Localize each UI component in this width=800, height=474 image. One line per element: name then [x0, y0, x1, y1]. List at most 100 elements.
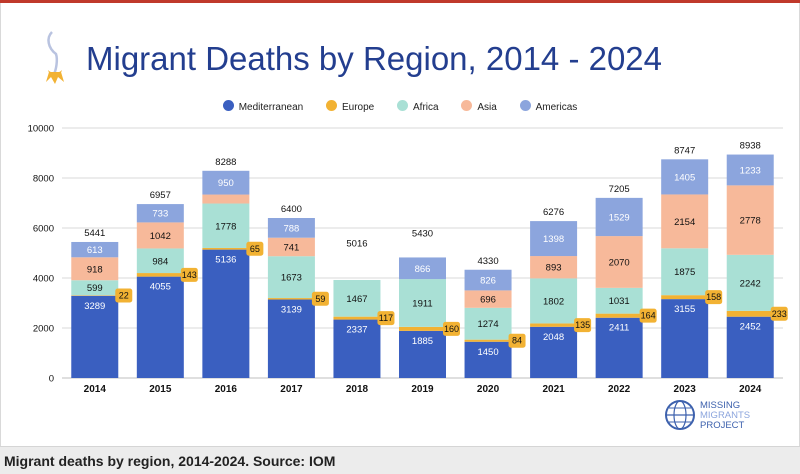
data-label-africa: 1911 — [412, 298, 432, 309]
bar-segment-mediterranean-2014 — [71, 295, 119, 378]
bar-segment-europe-2016 — [202, 247, 250, 250]
y-tick-label: 0 — [49, 374, 54, 385]
data-label-africa: 1031 — [609, 296, 630, 307]
data-label-box-europe — [246, 241, 264, 256]
data-label-asia: 2154 — [674, 217, 695, 228]
x-tick-label: 2023 — [674, 384, 697, 395]
data-label-europe: 65 — [250, 244, 260, 254]
data-label-mediterranean: 3289 — [84, 301, 105, 312]
data-label-europe: 160 — [444, 324, 459, 334]
data-label-box-europe — [377, 311, 395, 326]
data-label-box-europe — [311, 291, 329, 306]
data-label-americas: 733 — [152, 209, 168, 220]
legend-label: Europe — [341, 102, 375, 113]
bar-segment-europe-2024 — [726, 310, 774, 317]
bar-segment-africa-2015 — [136, 248, 184, 274]
legend-swatch — [222, 100, 234, 111]
y-tick-label: 10000 — [28, 124, 54, 135]
legend-mediterranean: Mediterranean — [222, 100, 304, 113]
data-label-africa: 1778 — [215, 221, 236, 232]
bar-segment-asia-2015 — [136, 222, 184, 249]
bar-segment-africa-2014 — [71, 280, 119, 296]
bar-segment-americas-2016 — [202, 170, 250, 195]
bar-segment-europe-2021 — [530, 323, 578, 327]
bar-segment-americas-2021 — [530, 221, 578, 257]
bar-segment-africa-2022 — [595, 287, 643, 314]
total-label: 8288 — [215, 157, 236, 168]
data-label-mediterranean: 5136 — [215, 255, 236, 266]
data-label-americas: 1233 — [740, 165, 761, 176]
data-label-asia: 2070 — [609, 257, 630, 268]
data-label-asia: 893 — [546, 263, 562, 274]
data-label-europe: 143 — [182, 270, 197, 280]
data-label-box-europe — [574, 318, 592, 333]
data-label-americas: 1398 — [543, 234, 564, 245]
total-label: 5441 — [84, 228, 105, 239]
bar-segment-americas-2024 — [726, 154, 774, 186]
x-tick-label: 2017 — [280, 384, 303, 395]
data-label-box-europe — [115, 288, 133, 303]
bar-segment-asia-2016 — [202, 194, 250, 204]
total-label: 6957 — [150, 190, 171, 201]
total-label: 5430 — [412, 228, 433, 239]
bar-segment-europe-2014 — [71, 295, 119, 296]
data-label-mediterranean: 3155 — [674, 304, 695, 315]
bar-segment-americas-2023 — [661, 159, 709, 195]
data-label-europe: 84 — [512, 336, 522, 346]
legend-label: Americas — [535, 102, 578, 113]
data-label-mediterranean: 1885 — [412, 336, 433, 347]
data-label-asia: 918 — [87, 264, 103, 275]
bar-segment-americas-2020 — [464, 269, 512, 291]
data-label-box-europe — [770, 306, 788, 321]
x-tick-label: 2015 — [149, 384, 172, 395]
total-label: 7205 — [609, 184, 630, 195]
x-tick-label: 2020 — [477, 384, 500, 395]
bar-segment-asia-2023 — [661, 194, 709, 249]
data-label-mediterranean: 2411 — [609, 323, 629, 334]
data-label-mediterranean: 4055 — [150, 282, 171, 293]
data-label-asia: 2778 — [740, 216, 761, 227]
bar-segment-asia-2022 — [595, 236, 643, 288]
logo-line-1: MISSING — [700, 400, 741, 411]
iom-logo-text: MISSING MIGRANTS PROJECT — [700, 401, 750, 431]
data-label-africa: 599 — [87, 283, 103, 294]
bar-segment-europe-2019 — [399, 326, 446, 331]
total-label: 5016 — [346, 239, 367, 250]
data-label-box-europe — [639, 308, 657, 323]
total-label: 6276 — [543, 207, 564, 218]
legend-swatch — [519, 100, 531, 111]
bar-segment-asia-2024 — [726, 185, 774, 255]
data-label-africa: 1875 — [674, 267, 695, 278]
bar-segment-mediterranean-2021 — [530, 326, 578, 378]
data-label-box-europe — [705, 290, 723, 305]
bar-segment-asia-2017 — [267, 237, 315, 257]
bar-segment-mediterranean-2022 — [595, 317, 643, 378]
bar-segment-asia-2021 — [530, 256, 578, 279]
legend-asia: Asia — [461, 100, 497, 113]
data-label-asia: 741 — [283, 242, 299, 253]
bar-segment-mediterranean-2016 — [202, 249, 250, 378]
bar-segment-americas-2019 — [399, 257, 446, 280]
logo-line-2: MIGRANTS — [700, 410, 751, 421]
bar-segment-asia-2020 — [464, 290, 512, 308]
legend-label: Asia — [477, 102, 497, 113]
data-label-box-europe — [180, 267, 198, 282]
data-label-americas: 826 — [480, 276, 496, 287]
bar-segment-americas-2017 — [267, 218, 315, 238]
bar-segment-europe-2018 — [333, 316, 381, 320]
legend-swatch — [397, 100, 409, 111]
y-tick-label: 6000 — [33, 224, 54, 235]
data-label-europe: 117 — [379, 313, 393, 323]
bar-segment-africa-2019 — [399, 279, 446, 327]
legend-label: Mediterranean — [238, 102, 304, 113]
data-label-americas: 866 — [415, 264, 431, 275]
caption-text: Migrant deaths by region, 2014-2024. Sou… — [4, 453, 336, 469]
top-accent-bar — [0, 0, 800, 3]
bar-segment-americas-2022 — [595, 197, 643, 237]
bar-segment-africa-2017 — [267, 256, 315, 299]
data-label-asia: 1042 — [150, 231, 171, 242]
bar-segment-mediterranean-2018 — [333, 319, 381, 378]
x-tick-label: 2024 — [739, 384, 762, 395]
y-tick-label: 2000 — [33, 324, 54, 335]
flower-logo-icon — [46, 31, 64, 84]
